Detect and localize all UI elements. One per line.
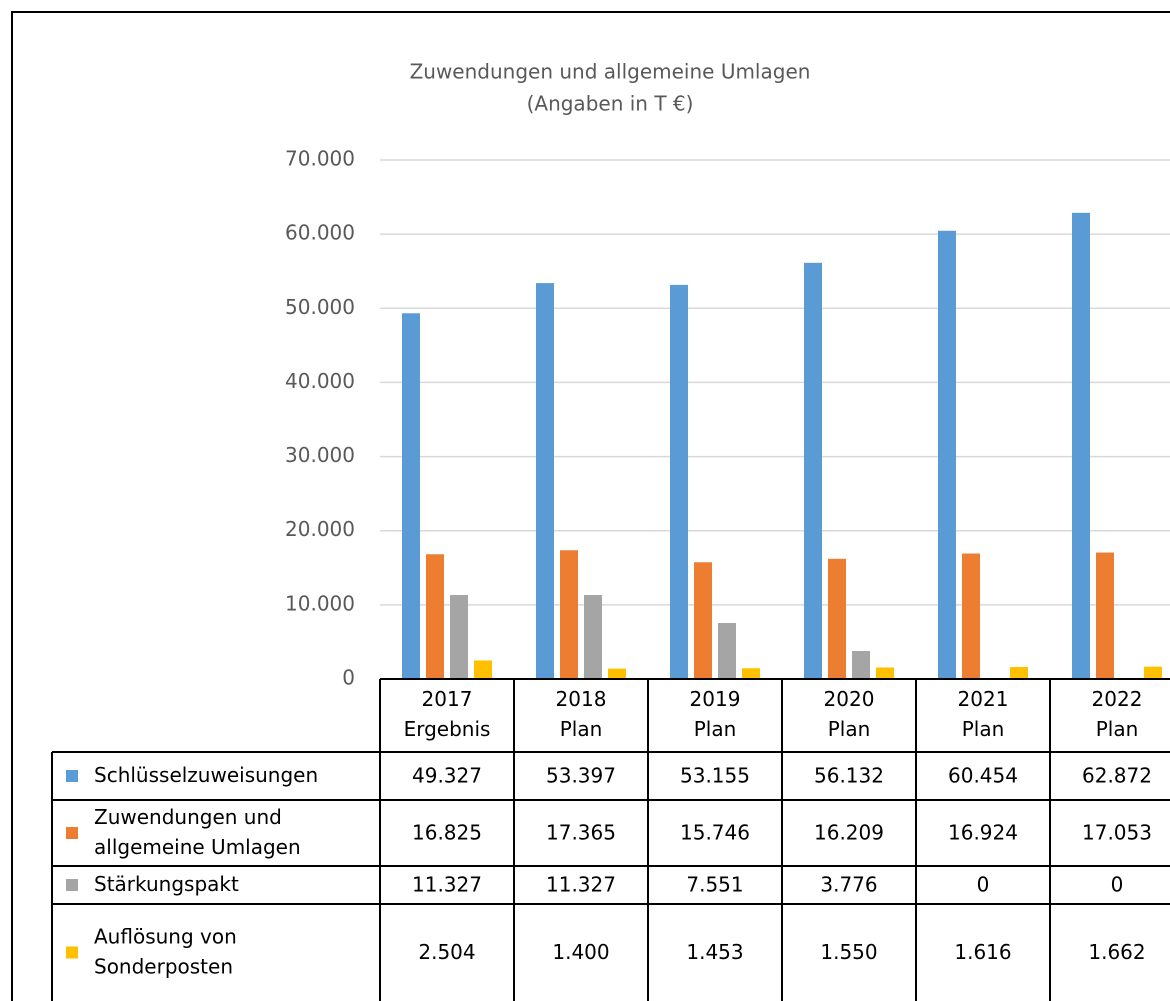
table-value: 3.776 bbox=[820, 873, 877, 897]
table-value: 2.504 bbox=[418, 940, 475, 964]
y-tick-label: 10.000 bbox=[285, 591, 355, 615]
table-value: 1.400 bbox=[552, 940, 609, 964]
table-value: 11.327 bbox=[546, 873, 616, 897]
table-value: 15.746 bbox=[680, 821, 750, 845]
table-value: 1.662 bbox=[1088, 940, 1145, 964]
table-value: 60.454 bbox=[948, 764, 1018, 788]
legend-label: Stärkungspakt bbox=[94, 872, 239, 896]
bar bbox=[852, 651, 870, 679]
legend-label: Schlüsselzuweisungen bbox=[94, 763, 318, 787]
legend-swatch bbox=[66, 879, 78, 891]
bar bbox=[938, 230, 956, 679]
bar bbox=[718, 623, 736, 679]
bar bbox=[536, 283, 554, 679]
bar bbox=[584, 595, 602, 679]
table-value: 16.924 bbox=[948, 821, 1018, 845]
bar bbox=[876, 667, 894, 679]
chart-title: Zuwendungen und allgemeine Umlagen bbox=[410, 60, 811, 84]
bar bbox=[670, 284, 688, 679]
table-value: 62.872 bbox=[1082, 764, 1152, 788]
table-value: 11.327 bbox=[412, 873, 482, 897]
bar bbox=[450, 595, 468, 679]
table-value: 56.132 bbox=[814, 764, 884, 788]
chart-subtitle: (Angaben in T €) bbox=[527, 92, 694, 116]
table-value: 17.365 bbox=[546, 821, 616, 845]
bar bbox=[474, 660, 492, 679]
table-value: 7.551 bbox=[686, 873, 743, 897]
legend-swatch bbox=[66, 770, 78, 782]
table-value: 17.053 bbox=[1082, 821, 1152, 845]
bar bbox=[1144, 666, 1162, 679]
legend-label: Auflösung von Sonderposten bbox=[94, 924, 237, 978]
y-tick-label: 50.000 bbox=[285, 295, 355, 319]
x-tick-label: 2018 Plan bbox=[556, 687, 607, 741]
x-tick-label: 2022 Plan bbox=[1092, 687, 1143, 741]
table-value: 0 bbox=[977, 873, 990, 897]
bar bbox=[742, 668, 760, 679]
legend-swatch bbox=[66, 827, 78, 839]
y-tick-label: 60.000 bbox=[285, 221, 355, 245]
bar bbox=[962, 553, 980, 679]
bar bbox=[560, 550, 578, 679]
chart-border bbox=[11, 11, 1170, 1001]
legend-label: Zuwendungen und allgemeine Umlagen bbox=[94, 805, 301, 859]
bar bbox=[608, 668, 626, 679]
table-value: 16.825 bbox=[412, 821, 482, 845]
bar bbox=[426, 554, 444, 679]
y-tick-label: 70.000 bbox=[285, 147, 355, 171]
table-value: 1.616 bbox=[954, 940, 1011, 964]
table-value: 0 bbox=[1111, 873, 1124, 897]
table-value: 53.155 bbox=[680, 764, 750, 788]
x-tick-label: 2020 Plan bbox=[824, 687, 875, 741]
table-value: 53.397 bbox=[546, 764, 616, 788]
table-value: 1.550 bbox=[820, 940, 877, 964]
x-tick-label: 2021 Plan bbox=[958, 687, 1009, 741]
table-value: 49.327 bbox=[412, 764, 482, 788]
y-tick-label: 30.000 bbox=[285, 443, 355, 467]
y-tick-label: 20.000 bbox=[285, 517, 355, 541]
y-tick-label: 0 bbox=[342, 666, 355, 690]
legend-swatch bbox=[66, 946, 78, 959]
bar bbox=[694, 562, 712, 679]
x-tick-label: 2017 Ergebnis bbox=[404, 687, 491, 741]
table-value: 16.209 bbox=[814, 821, 884, 845]
bar bbox=[402, 313, 420, 679]
y-tick-label: 40.000 bbox=[285, 369, 355, 393]
bar bbox=[804, 262, 822, 679]
table-value: 1.453 bbox=[686, 940, 743, 964]
bar bbox=[828, 558, 846, 679]
x-tick-label: 2019 Plan bbox=[690, 687, 741, 741]
bar bbox=[1010, 667, 1028, 679]
bar bbox=[1096, 552, 1114, 679]
bar bbox=[1072, 212, 1090, 679]
